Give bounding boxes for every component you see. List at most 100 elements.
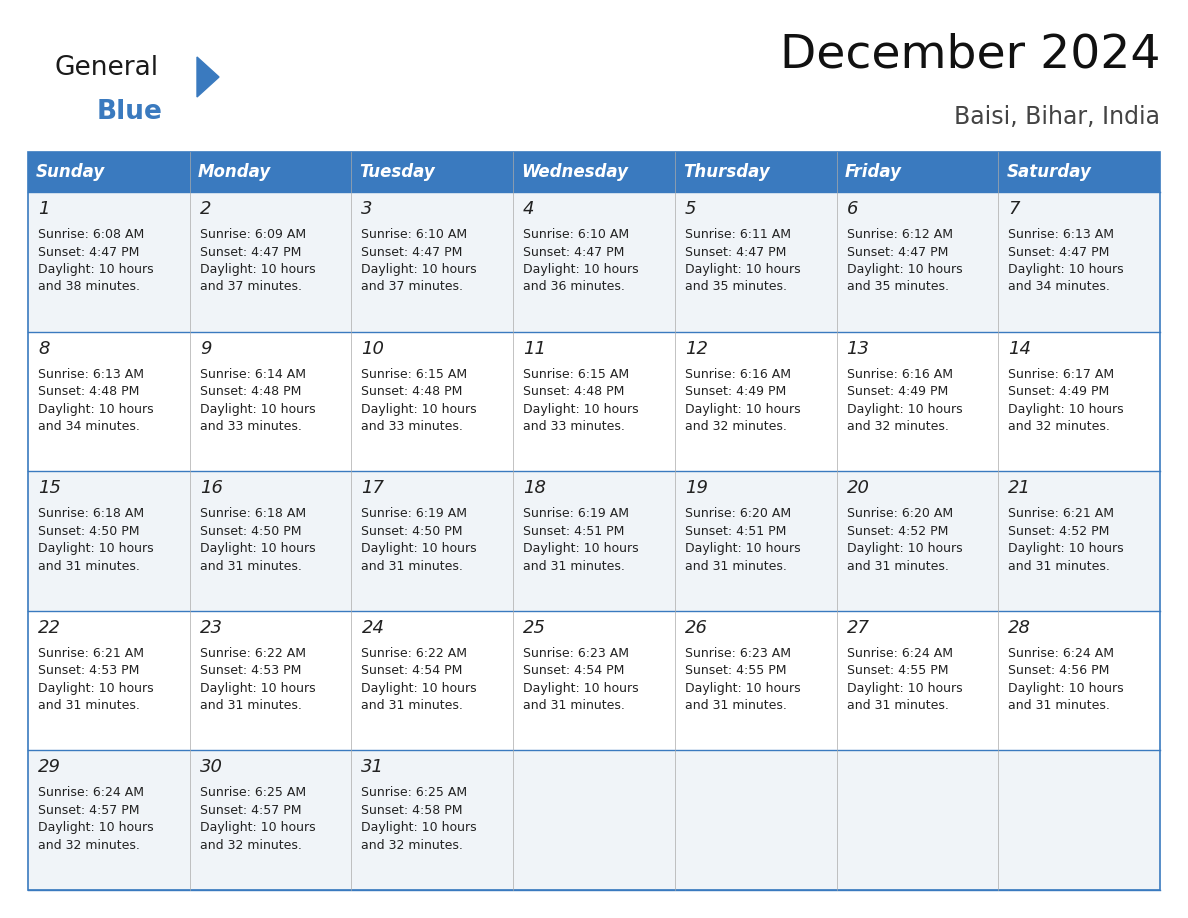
Text: Sunset: 4:47 PM: Sunset: 4:47 PM xyxy=(200,245,301,259)
Text: Sunrise: 6:24 AM: Sunrise: 6:24 AM xyxy=(38,787,144,800)
Text: and 31 minutes.: and 31 minutes. xyxy=(361,560,463,573)
Text: Sunset: 4:49 PM: Sunset: 4:49 PM xyxy=(847,385,948,398)
Text: Sunset: 4:47 PM: Sunset: 4:47 PM xyxy=(684,245,786,259)
Text: Sunrise: 6:20 AM: Sunrise: 6:20 AM xyxy=(847,508,953,521)
Text: 20: 20 xyxy=(847,479,870,498)
Text: 31: 31 xyxy=(361,758,385,777)
Text: 17: 17 xyxy=(361,479,385,498)
Text: Sunrise: 6:10 AM: Sunrise: 6:10 AM xyxy=(361,228,468,241)
Text: 11: 11 xyxy=(523,340,546,358)
Bar xyxy=(998,750,1159,890)
Text: and 35 minutes.: and 35 minutes. xyxy=(847,281,948,294)
Text: and 34 minutes.: and 34 minutes. xyxy=(1009,281,1110,294)
Bar xyxy=(998,471,1159,610)
Text: Sunset: 4:56 PM: Sunset: 4:56 PM xyxy=(1009,665,1110,677)
Text: Sunrise: 6:25 AM: Sunrise: 6:25 AM xyxy=(200,787,305,800)
Bar xyxy=(513,192,675,331)
Text: Sunset: 4:50 PM: Sunset: 4:50 PM xyxy=(200,525,302,538)
Text: Daylight: 10 hours: Daylight: 10 hours xyxy=(684,543,801,555)
Text: Sunset: 4:47 PM: Sunset: 4:47 PM xyxy=(1009,245,1110,259)
Text: 9: 9 xyxy=(200,340,211,358)
Text: and 33 minutes.: and 33 minutes. xyxy=(200,420,302,433)
Text: 18: 18 xyxy=(523,479,546,498)
Text: Daylight: 10 hours: Daylight: 10 hours xyxy=(361,822,478,834)
Bar xyxy=(190,331,352,471)
Text: Sunset: 4:55 PM: Sunset: 4:55 PM xyxy=(847,665,948,677)
Text: Daylight: 10 hours: Daylight: 10 hours xyxy=(361,543,478,555)
Bar xyxy=(352,471,513,610)
Bar xyxy=(675,471,836,610)
Bar xyxy=(675,192,836,331)
Text: 1: 1 xyxy=(38,200,50,218)
Text: 6: 6 xyxy=(847,200,858,218)
Text: and 31 minutes.: and 31 minutes. xyxy=(847,560,948,573)
Bar xyxy=(513,471,675,610)
Text: Sunrise: 6:15 AM: Sunrise: 6:15 AM xyxy=(361,367,468,381)
Text: Sunrise: 6:14 AM: Sunrise: 6:14 AM xyxy=(200,367,305,381)
Text: Sunset: 4:49 PM: Sunset: 4:49 PM xyxy=(1009,385,1110,398)
Text: Sunrise: 6:09 AM: Sunrise: 6:09 AM xyxy=(200,228,305,241)
Text: 24: 24 xyxy=(361,619,385,637)
Text: and 31 minutes.: and 31 minutes. xyxy=(361,700,463,712)
Text: Sunset: 4:51 PM: Sunset: 4:51 PM xyxy=(523,525,625,538)
Text: and 34 minutes.: and 34 minutes. xyxy=(38,420,140,433)
Text: and 37 minutes.: and 37 minutes. xyxy=(200,281,302,294)
Text: Sunrise: 6:24 AM: Sunrise: 6:24 AM xyxy=(1009,647,1114,660)
Text: and 31 minutes.: and 31 minutes. xyxy=(38,560,140,573)
Text: Daylight: 10 hours: Daylight: 10 hours xyxy=(38,403,153,416)
Bar xyxy=(29,152,190,192)
Text: 21: 21 xyxy=(1009,479,1031,498)
Text: and 32 minutes.: and 32 minutes. xyxy=(38,839,140,852)
Text: Sunrise: 6:23 AM: Sunrise: 6:23 AM xyxy=(523,647,630,660)
Text: and 31 minutes.: and 31 minutes. xyxy=(200,700,302,712)
Text: and 31 minutes.: and 31 minutes. xyxy=(200,560,302,573)
Text: Sunrise: 6:10 AM: Sunrise: 6:10 AM xyxy=(523,228,630,241)
Text: Sunset: 4:53 PM: Sunset: 4:53 PM xyxy=(38,665,139,677)
Text: 30: 30 xyxy=(200,758,222,777)
Text: Sunrise: 6:08 AM: Sunrise: 6:08 AM xyxy=(38,228,144,241)
Text: Blue: Blue xyxy=(97,99,163,125)
Text: Sunset: 4:48 PM: Sunset: 4:48 PM xyxy=(523,385,625,398)
Bar xyxy=(29,152,1159,890)
Bar xyxy=(513,610,675,750)
Text: and 33 minutes.: and 33 minutes. xyxy=(361,420,463,433)
Text: Friday: Friday xyxy=(845,163,902,181)
Text: Sunset: 4:54 PM: Sunset: 4:54 PM xyxy=(361,665,463,677)
Text: and 32 minutes.: and 32 minutes. xyxy=(361,839,463,852)
Text: Daylight: 10 hours: Daylight: 10 hours xyxy=(200,822,315,834)
Text: Sunset: 4:51 PM: Sunset: 4:51 PM xyxy=(684,525,786,538)
Text: 29: 29 xyxy=(38,758,61,777)
Text: Sunrise: 6:13 AM: Sunrise: 6:13 AM xyxy=(1009,228,1114,241)
Text: 13: 13 xyxy=(847,340,870,358)
Text: and 31 minutes.: and 31 minutes. xyxy=(684,700,786,712)
Text: General: General xyxy=(55,55,159,81)
Text: Sunrise: 6:13 AM: Sunrise: 6:13 AM xyxy=(38,367,144,381)
Bar xyxy=(836,192,998,331)
Text: Daylight: 10 hours: Daylight: 10 hours xyxy=(200,403,315,416)
Text: Sunset: 4:47 PM: Sunset: 4:47 PM xyxy=(361,245,463,259)
Text: Sunset: 4:57 PM: Sunset: 4:57 PM xyxy=(200,804,302,817)
Bar xyxy=(836,471,998,610)
Text: Sunset: 4:57 PM: Sunset: 4:57 PM xyxy=(38,804,139,817)
Text: 4: 4 xyxy=(523,200,535,218)
Text: Sunset: 4:52 PM: Sunset: 4:52 PM xyxy=(1009,525,1110,538)
Bar xyxy=(29,331,190,471)
Text: 7: 7 xyxy=(1009,200,1019,218)
Text: and 32 minutes.: and 32 minutes. xyxy=(1009,420,1110,433)
Text: Monday: Monday xyxy=(197,163,271,181)
Text: Sunrise: 6:25 AM: Sunrise: 6:25 AM xyxy=(361,787,468,800)
Bar xyxy=(836,750,998,890)
Text: 12: 12 xyxy=(684,340,708,358)
Text: Sunrise: 6:22 AM: Sunrise: 6:22 AM xyxy=(361,647,467,660)
Text: Daylight: 10 hours: Daylight: 10 hours xyxy=(523,263,639,276)
Text: Daylight: 10 hours: Daylight: 10 hours xyxy=(1009,403,1124,416)
Text: Daylight: 10 hours: Daylight: 10 hours xyxy=(361,263,478,276)
Text: Sunrise: 6:21 AM: Sunrise: 6:21 AM xyxy=(1009,508,1114,521)
Bar xyxy=(836,610,998,750)
Text: Daylight: 10 hours: Daylight: 10 hours xyxy=(38,543,153,555)
Text: Sunset: 4:47 PM: Sunset: 4:47 PM xyxy=(847,245,948,259)
Bar xyxy=(29,192,190,331)
Bar xyxy=(352,610,513,750)
Text: Sunset: 4:49 PM: Sunset: 4:49 PM xyxy=(684,385,786,398)
Text: Daylight: 10 hours: Daylight: 10 hours xyxy=(847,543,962,555)
